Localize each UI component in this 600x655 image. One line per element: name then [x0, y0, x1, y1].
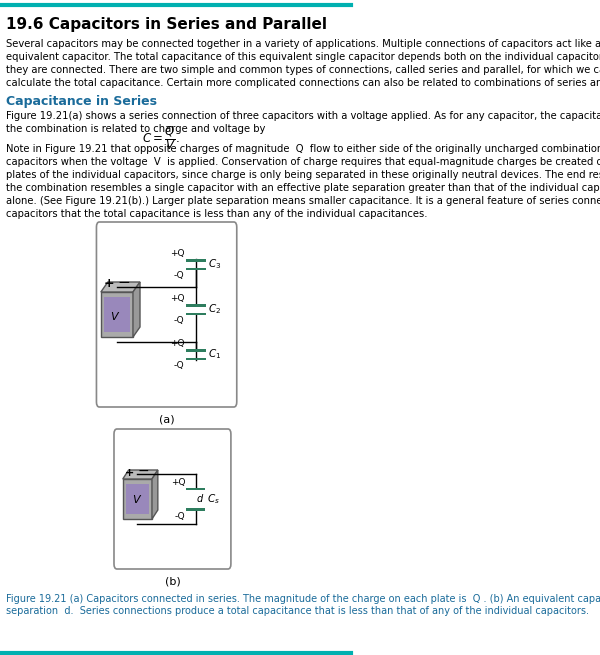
Text: +: + [104, 277, 115, 290]
Text: capacitors when the voltage  V  is applied. Conservation of charge requires that: capacitors when the voltage V is applied… [6, 157, 600, 167]
Text: +Q: +Q [170, 249, 184, 258]
Text: -Q: -Q [174, 316, 184, 325]
Text: equivalent capacitor. The total capacitance of this equivalent single capacitor : equivalent capacitor. The total capacita… [6, 52, 600, 62]
Text: plates of the individual capacitors, since charge is only being separated in the: plates of the individual capacitors, sin… [6, 170, 600, 180]
FancyBboxPatch shape [114, 429, 231, 569]
Bar [185, 304, 206, 307]
Text: $C_2$: $C_2$ [208, 303, 221, 316]
Text: the combination resembles a single capacitor with an effective plate separation : the combination resembles a single capac… [6, 183, 600, 193]
Polygon shape [101, 282, 140, 292]
Text: $C_s$: $C_s$ [207, 492, 220, 506]
Text: Several capacitors may be connected together in a variety of applications. Multi: Several capacitors may be connected toge… [6, 39, 600, 49]
Text: alone. (See Figure 19.21(b).) Larger plate separation means smaller capacitance.: alone. (See Figure 19.21(b).) Larger pla… [6, 196, 600, 206]
Text: Figure 19.21(a) shows a series connection of three capacitors with a voltage app: Figure 19.21(a) shows a series connectio… [6, 111, 600, 121]
Text: −: − [138, 464, 149, 478]
Text: +: + [125, 468, 134, 478]
Bar [187, 487, 205, 490]
Bar [123, 479, 152, 519]
Text: (a): (a) [159, 414, 175, 424]
Bar [185, 259, 206, 261]
Text: separation  d.  Series connections produce a total capacitance that is less than: separation d. Series connections produce… [6, 606, 589, 616]
Text: (b): (b) [164, 576, 181, 586]
Polygon shape [123, 470, 158, 479]
Text: V: V [132, 495, 139, 505]
Text: +Q: +Q [171, 477, 185, 487]
Text: Figure 19.21 (a) Capacitors connected in series. The magnitude of the charge on : Figure 19.21 (a) Capacitors connected in… [6, 594, 600, 604]
Text: d: d [197, 494, 203, 504]
Text: Capacitance in Series: Capacitance in Series [6, 95, 157, 108]
Text: they are connected. There are two simple and common types of connections, called: they are connected. There are two simple… [6, 65, 600, 75]
Text: 19.6 Capacitors in Series and Parallel: 19.6 Capacitors in Series and Parallel [6, 17, 327, 32]
Polygon shape [133, 282, 140, 337]
Text: +Q: +Q [170, 339, 184, 348]
Bar [125, 484, 149, 514]
Text: V: V [110, 312, 118, 322]
Text: −: − [118, 275, 130, 290]
Text: $C_1$: $C_1$ [208, 348, 221, 362]
Text: -Q: -Q [174, 361, 184, 370]
Text: -Q: -Q [174, 271, 184, 280]
Text: the combination is related to charge and voltage by: the combination is related to charge and… [6, 124, 271, 134]
Bar [185, 358, 206, 360]
Bar [185, 349, 206, 352]
Text: calculate the total capacitance. Certain more complicated connections can also b: calculate the total capacitance. Certain… [6, 78, 600, 88]
Bar [185, 312, 206, 315]
Text: Note in Figure 19.21 that opposite charges of magnitude  Q  flow to either side : Note in Figure 19.21 that opposite charg… [6, 144, 600, 154]
Text: $C_3$: $C_3$ [208, 257, 221, 271]
Bar [185, 267, 206, 270]
FancyBboxPatch shape [97, 222, 237, 407]
Polygon shape [152, 470, 158, 519]
Text: capacitors that the total capacitance is less than any of the individual capacit: capacitors that the total capacitance is… [6, 209, 427, 219]
Bar [187, 508, 205, 510]
Text: -Q: -Q [175, 512, 185, 521]
Text: +Q: +Q [170, 294, 184, 303]
Bar [101, 292, 133, 337]
Bar [104, 297, 130, 332]
Text: $C = \dfrac{Q}{V}.$: $C = \dfrac{Q}{V}.$ [142, 124, 180, 152]
